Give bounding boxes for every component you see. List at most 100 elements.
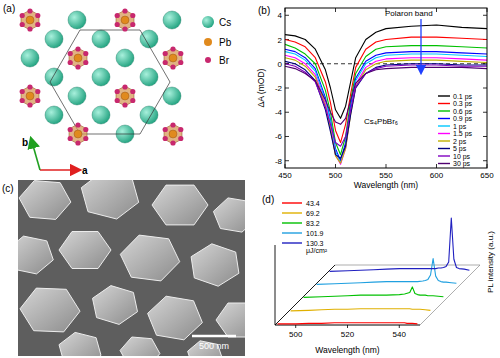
x-tick	[436, 8, 437, 12]
pb-atom	[121, 16, 129, 24]
x-tick	[386, 164, 387, 168]
legend-swatch	[282, 222, 302, 223]
hexagonal-crystal	[18, 236, 53, 274]
br-atom	[83, 136, 88, 141]
series-line	[285, 64, 487, 146]
pb-atom	[26, 16, 34, 24]
hexagonal-crystal	[59, 232, 111, 269]
br-atom	[178, 136, 183, 141]
y-tick-label: -4	[275, 108, 283, 117]
y-tick-label: -2	[275, 84, 283, 93]
panel-label: (c)	[2, 183, 14, 194]
axis-arrow	[40, 169, 76, 171]
br-atom	[83, 127, 88, 132]
series-line	[304, 287, 444, 297]
legend-swatch	[438, 125, 450, 126]
legend-swatch	[282, 202, 302, 203]
cs-atom	[68, 87, 86, 105]
br-atom	[68, 127, 73, 132]
y-tick	[483, 160, 487, 161]
y-axis-label: PL intensity (a.u.)	[486, 231, 495, 293]
plot-frame	[285, 8, 487, 168]
br-atom	[170, 140, 175, 145]
br-atom	[122, 26, 127, 31]
series-line	[291, 309, 431, 311]
br-atom	[122, 102, 127, 107]
br-atom	[68, 136, 73, 141]
cs-atom	[140, 68, 158, 86]
br-atom	[75, 46, 80, 51]
br-atom	[170, 64, 175, 69]
legend-label: 69.2	[306, 210, 320, 217]
cs-atom	[68, 11, 86, 29]
y-tick-label: 2	[278, 36, 283, 45]
y-tick	[483, 136, 487, 137]
br-atom	[163, 51, 168, 56]
x-tick-label: 500	[289, 330, 303, 339]
y-tick-label: 4	[278, 11, 283, 20]
figure: (a)CsPbBrab(c)500 nm(b)450500550600650-8…	[0, 0, 500, 358]
cs-atom	[116, 49, 134, 67]
pb-atom	[74, 54, 82, 62]
y-tick	[483, 112, 487, 113]
cs-atom	[45, 68, 63, 86]
legend-label: 101.9	[306, 230, 324, 237]
br-atom	[130, 22, 135, 27]
hexagonal-crystal	[19, 181, 71, 220]
legend-swatch	[438, 103, 450, 104]
y-tick-label: 0	[278, 60, 283, 69]
cs-atom	[92, 30, 110, 48]
depth-axis-line	[275, 265, 335, 325]
br-atom	[115, 22, 120, 27]
br-atom	[115, 98, 120, 103]
legend-label: Cs	[219, 17, 231, 28]
x-tick-label: 500	[329, 171, 343, 180]
hexagonal-crystal	[93, 286, 138, 325]
br-atom	[20, 22, 25, 27]
panel-label: (a)	[3, 3, 15, 14]
x-tick-label: 540	[393, 330, 407, 339]
legend-swatch	[282, 232, 302, 233]
x-axis-label: Wavelength (nm)	[315, 345, 380, 355]
br-atom	[35, 89, 40, 94]
br-atom	[27, 8, 32, 13]
cs-atom	[140, 106, 158, 124]
legend-swatch	[438, 133, 450, 134]
y-tick	[285, 136, 289, 137]
hexagonal-crystal	[152, 185, 208, 225]
legend-swatch	[438, 163, 450, 164]
br-atom	[130, 13, 135, 18]
pb-atom	[169, 54, 177, 62]
y-tick-label: -6	[275, 132, 283, 141]
legend-swatch	[438, 95, 450, 96]
br-atom	[27, 26, 32, 31]
legend-label: 43.4	[306, 200, 320, 207]
waterfall-lines	[278, 218, 470, 324]
br-atom	[35, 22, 40, 27]
legend-label: 130.3	[306, 240, 324, 247]
legend-label: 83.2	[306, 220, 320, 227]
br-atom	[35, 13, 40, 18]
y-tick	[285, 160, 289, 161]
br-atom	[115, 89, 120, 94]
series-line	[285, 61, 487, 158]
crystal-structure	[20, 8, 184, 145]
x-tick	[295, 325, 296, 328]
legend-swatch	[438, 155, 450, 156]
annotation-arrow	[420, 19, 421, 70]
plot-lines	[285, 25, 487, 164]
legend-swatch	[204, 38, 212, 46]
pb-atom	[121, 92, 129, 100]
series-line	[285, 58, 487, 163]
br-atom	[27, 84, 32, 89]
sem-image	[18, 180, 245, 356]
br-atom	[27, 102, 32, 107]
br-atom	[178, 127, 183, 132]
hexagonal-crystal	[20, 288, 80, 332]
x-tick	[335, 164, 336, 168]
panel-label: (d)	[262, 194, 274, 205]
x-tick	[399, 325, 400, 328]
x-tick	[436, 164, 437, 168]
legend-swatch	[282, 242, 302, 243]
pb-atom	[169, 130, 177, 138]
